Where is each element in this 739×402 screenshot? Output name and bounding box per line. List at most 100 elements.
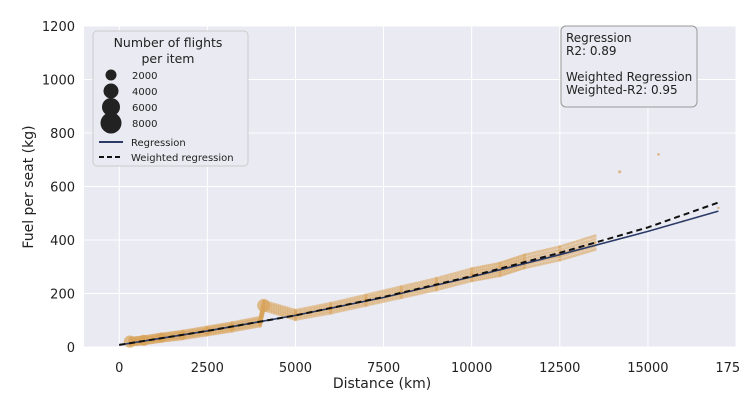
scatter-point <box>346 300 350 304</box>
scatter-point <box>296 317 300 321</box>
scatter-point <box>568 245 572 249</box>
scatter-point <box>331 310 335 315</box>
scatter-point <box>525 252 529 257</box>
scatter-point <box>717 206 720 210</box>
scatter-point <box>593 237 597 241</box>
scatter-point <box>369 292 373 296</box>
scatter-point <box>575 243 580 247</box>
scatter-point <box>460 272 464 277</box>
scatter-point <box>311 305 315 309</box>
scatter-point <box>336 307 340 311</box>
stats-line: R2: 0.89 <box>566 44 617 58</box>
legend-weighted-regression-label: Weighted regression <box>131 153 234 164</box>
scatter-point <box>339 301 343 306</box>
stats-line: Weighted-R2: 0.95 <box>566 83 678 97</box>
scatter-point <box>301 307 305 311</box>
scatter-point <box>316 313 320 317</box>
scatter-point <box>354 295 358 300</box>
scatter-point <box>336 309 340 313</box>
scatter-point <box>522 256 527 260</box>
scatter-point <box>324 309 328 314</box>
scatter-point <box>434 276 439 281</box>
scatter-point <box>575 253 580 257</box>
scatter-point <box>374 301 378 305</box>
scatter-point <box>457 270 461 274</box>
scatter-point <box>419 291 423 295</box>
scatter-point <box>578 252 582 256</box>
scatter-point <box>293 315 298 319</box>
scatter-point <box>293 311 298 315</box>
scatter-point <box>454 271 459 275</box>
scatter-point <box>369 294 373 299</box>
scatter-point <box>387 298 391 302</box>
y-tick-label: 400 <box>50 234 75 249</box>
scatter-point <box>533 263 537 268</box>
x-tick-label: 10000 <box>451 361 492 376</box>
scatter-point <box>555 249 559 253</box>
scatter-point <box>560 254 564 258</box>
scatter-point <box>324 302 328 306</box>
scatter-point <box>454 274 459 278</box>
scatter-point <box>366 295 371 299</box>
scatter-point <box>424 279 428 283</box>
scatter-point <box>371 291 376 295</box>
scatter-point <box>467 279 471 283</box>
scatter-point <box>371 294 376 298</box>
scatter-point <box>560 257 564 261</box>
scatter-point <box>535 253 539 257</box>
scatter-point <box>308 312 313 316</box>
scatter-point <box>454 282 459 287</box>
scatter-point <box>444 285 449 289</box>
x-tick-label: 2500 <box>191 361 224 376</box>
scatter-point <box>427 278 431 282</box>
scatter-point <box>319 303 323 307</box>
scatter-point <box>553 259 557 263</box>
scatter-point <box>590 235 595 239</box>
scatter-point <box>417 292 421 296</box>
scatter-point <box>414 281 418 285</box>
scatter-point <box>303 313 308 317</box>
scatter-point <box>341 301 345 305</box>
scatter-point <box>374 291 378 295</box>
scatter-point <box>437 287 441 291</box>
scatter-point <box>341 306 345 310</box>
scatter-point <box>437 276 441 280</box>
scatter-point <box>409 285 413 289</box>
scatter-point <box>543 261 547 265</box>
scatter-point <box>437 279 441 283</box>
scatter-point <box>384 288 388 292</box>
scatter-point <box>452 274 456 279</box>
scatter-point <box>296 308 300 312</box>
scatter-point <box>313 307 318 311</box>
x-tick-labels: 0 2500 5000 7500 10000 12500 15000 17500 <box>115 361 739 376</box>
scatter-point <box>545 248 549 252</box>
scatter-point <box>361 304 366 308</box>
scatter-point <box>316 311 320 315</box>
scatter-point <box>422 282 426 286</box>
scatter-point <box>447 284 451 289</box>
scatter-point <box>397 288 401 292</box>
scatter-point <box>424 282 428 286</box>
scatter-point <box>349 299 353 303</box>
scatter-point <box>583 250 587 255</box>
legend-entries: 2000 4000 6000 8000 Regression Weighted regre… <box>99 69 234 164</box>
scatter-point <box>329 301 333 305</box>
scatter-point <box>439 278 444 282</box>
scatter-point <box>361 296 366 300</box>
scatter-point <box>326 311 330 316</box>
scatter-point <box>402 284 406 288</box>
scatter-point <box>399 287 403 292</box>
scatter-point <box>311 307 315 311</box>
scatter-point <box>452 283 456 287</box>
scatter-point <box>575 246 580 250</box>
scatter-point <box>548 247 552 251</box>
scatter-point <box>354 303 358 307</box>
scatter-point <box>555 255 559 259</box>
scatter-point <box>364 293 368 297</box>
scatter-point <box>349 304 353 308</box>
scatter-point <box>321 305 325 309</box>
scatter-point <box>585 239 590 244</box>
scatter-point <box>580 238 585 242</box>
scatter-point <box>434 288 439 292</box>
